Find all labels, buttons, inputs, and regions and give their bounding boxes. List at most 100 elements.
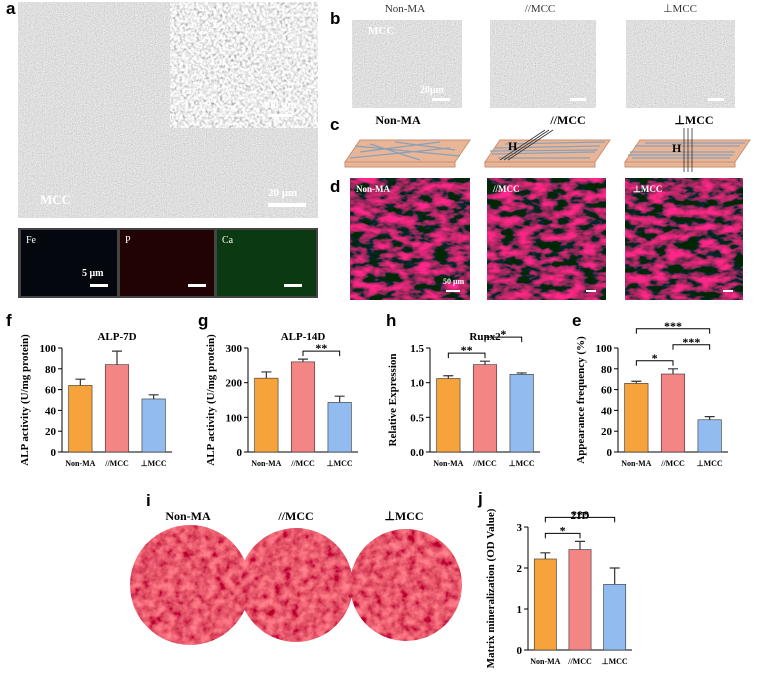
error-bar	[668, 368, 678, 374]
error-bar	[261, 371, 272, 379]
fluorescence-image	[350, 178, 470, 300]
bar	[290, 361, 316, 453]
scale-label: 5 μm	[82, 268, 104, 279]
y-tick-label: 0	[237, 447, 243, 459]
y-axis-label: ALP activity (U/mg protein)	[205, 334, 217, 466]
significance-bracket	[484, 336, 523, 343]
y-tick-label: 200	[226, 378, 243, 390]
bar	[660, 373, 686, 453]
x-tick-label: Non-MA	[251, 459, 281, 468]
error-bar	[112, 350, 122, 365]
significance-bracket	[635, 328, 711, 334]
y-tick-label: 3	[517, 522, 523, 534]
bar	[104, 364, 130, 453]
error-bar	[148, 394, 159, 399]
y-tick-label: 1.5	[410, 343, 424, 355]
significance-label: ***	[664, 319, 682, 333]
scale-label: 20 μm	[268, 187, 297, 199]
error-bar	[704, 416, 715, 420]
y-tick-label: 100	[40, 343, 57, 355]
image-label: ⊥MCC	[633, 184, 662, 194]
y-axis-label: Matrix mineralization (OD Value)	[485, 508, 497, 668]
y-tick-label: 40	[601, 405, 613, 417]
significance-label: *	[652, 351, 658, 365]
x-tick-label: //MCC	[104, 459, 129, 468]
scale-bar	[268, 203, 306, 207]
x-tick-label: //MCC	[472, 459, 497, 468]
panel-label: b	[330, 9, 340, 28]
column-label: //MCC	[525, 3, 556, 15]
scale-label: 20μm	[420, 85, 445, 96]
panel-label: j	[477, 489, 483, 508]
x-tick-label: //MCC	[567, 657, 592, 666]
x-tick-label: //MCC	[290, 459, 315, 468]
column-label: ⊥MCC	[663, 3, 697, 15]
panel-label: a	[6, 0, 16, 18]
scale-label: 50 μm	[443, 277, 465, 286]
significance-label: ***	[571, 507, 589, 521]
fluorescence-image	[625, 178, 743, 300]
y-tick-label: 40	[45, 405, 57, 417]
error-bar	[609, 567, 620, 585]
panel-label: e	[572, 311, 581, 330]
error-bar	[298, 358, 308, 362]
panel-label: f	[6, 311, 12, 330]
bar	[68, 385, 93, 453]
image-label: MCC	[368, 25, 394, 37]
x-tick-label: Non-MA	[65, 459, 95, 468]
chart-title: ALP-7D	[97, 331, 136, 343]
y-axis-label: Relative Expression	[387, 354, 399, 447]
sem-inset	[169, 1, 319, 129]
bar	[533, 558, 557, 651]
sem-image	[626, 20, 735, 108]
y-tick-label: 60	[601, 385, 613, 397]
chart-title: 21D	[571, 510, 590, 522]
y-tick-label: 0	[607, 447, 613, 459]
eds-label: Fe	[26, 235, 37, 246]
fluorescence-image	[487, 178, 606, 300]
y-axis-label: ALP activity (U/mg protein)	[19, 334, 31, 466]
x-tick-label: ⊥MCC	[509, 459, 535, 468]
bar	[436, 378, 461, 453]
bar	[472, 364, 498, 453]
bar	[327, 402, 352, 453]
y-tick-label: 0.0	[410, 447, 424, 459]
y-tick-label: 80	[601, 364, 613, 376]
significance-label: **	[315, 341, 327, 355]
error-bar	[334, 395, 345, 403]
scale-bar	[723, 290, 733, 292]
eds-label: Ca	[222, 235, 234, 246]
bar	[141, 398, 166, 453]
y-tick-label: 1	[517, 604, 523, 616]
scale-bar	[284, 284, 302, 287]
stain-image	[350, 529, 462, 641]
column-label: //MCC	[277, 509, 313, 523]
image-label: Non-MA	[356, 184, 390, 194]
chart-title: ALP-14D	[281, 331, 326, 343]
eds-label: P	[125, 235, 131, 246]
field-arrows	[499, 128, 693, 172]
error-bar	[540, 552, 551, 559]
field-label: H	[508, 139, 518, 153]
y-tick-label: 80	[45, 364, 57, 376]
bar	[624, 383, 649, 453]
y-tick-label: 2	[517, 563, 523, 575]
significance-bracket	[544, 532, 581, 539]
y-tick-label: 1.0	[410, 378, 424, 390]
panel-label: i	[146, 491, 151, 510]
bar	[509, 374, 534, 453]
error-bar	[631, 380, 642, 384]
significance-label: *	[560, 523, 566, 537]
y-tick-label: 100	[596, 343, 613, 355]
y-tick-label: 20	[45, 426, 57, 438]
scale-bar	[708, 98, 724, 101]
panel-label: h	[386, 311, 396, 330]
x-tick-label: ⊥MCC	[327, 459, 353, 468]
y-tick-label: 20	[601, 426, 613, 438]
scale-bar	[446, 290, 460, 292]
scale-bar	[570, 98, 586, 101]
column-label: Non-MA	[375, 113, 421, 127]
column-label: //MCC	[549, 113, 585, 127]
x-tick-label: Non-MA	[530, 657, 560, 666]
x-tick-label: ⊥MCC	[697, 459, 723, 468]
